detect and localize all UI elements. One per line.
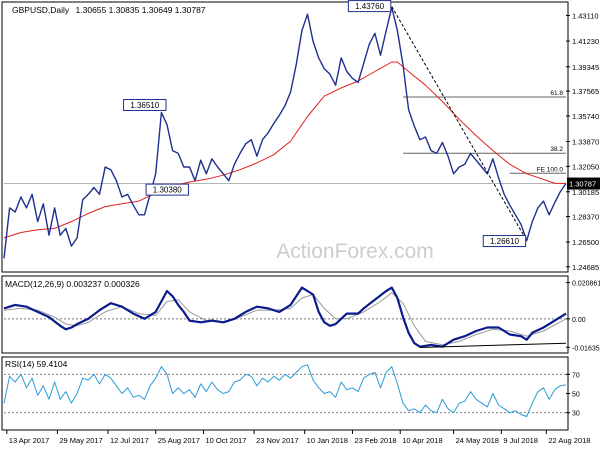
price-annotation-label: 1.26610	[490, 237, 519, 246]
date-tick-label: 10 Apr 2018	[402, 436, 442, 445]
price-line	[3, 6, 567, 259]
macd-line	[3, 286, 567, 348]
price-series	[3, 6, 567, 259]
macd-series	[3, 286, 567, 348]
fib-level-label: 38.2	[550, 146, 563, 153]
price-annotation-box	[482, 235, 527, 248]
fib-level-label: 61.8	[550, 90, 563, 97]
watermark: ActionForex.com	[276, 240, 434, 263]
macd-signal-line	[3, 292, 567, 346]
price-tick-label: 1.26500	[572, 238, 599, 247]
price-tick-label: 1.28370	[572, 213, 599, 222]
macd-title: MACD(12,26,9) 0.003237 0.000326	[5, 279, 140, 289]
price-annotation-label: 1.43760	[355, 2, 384, 11]
rsi-title: RSI(14) 59.4104	[5, 359, 68, 369]
date-tick-label: 12 Jul 2017	[110, 436, 149, 445]
macd-tick-label: 0.020861	[572, 281, 600, 288]
date-tick-label: 25 Aug 2017	[158, 436, 200, 445]
price-annotation-label: 1.30380	[153, 186, 182, 195]
date-tick-label: 9 Jul 2018	[503, 436, 538, 445]
date-tick-label: 23 Nov 2017	[256, 436, 299, 445]
price-tick-label: 1.30185	[572, 188, 599, 197]
chart-title: GBPUSD,Daily 1.30655 1.30835 1.30649 1.3…	[12, 5, 206, 15]
price-tick-label: 1.37565	[572, 87, 599, 96]
price-panel-frame	[1, 1, 569, 273]
date-tick-label: 29 May 2017	[59, 436, 102, 445]
date-tick-label: 23 Feb 2018	[354, 436, 396, 445]
price-trendline	[391, 6, 528, 241]
symbol-label: GBPUSD,Daily	[12, 5, 70, 15]
price-axis: 1.43110 1.41230 1.39345 1.37565 1.35740 1.338…	[566, 11, 600, 272]
fib-level-label: FE 100.0	[537, 166, 564, 173]
date-tick-label: 13 Apr 2017	[9, 436, 49, 445]
price-annotation-box	[347, 0, 392, 13]
rsi-line	[3, 364, 567, 417]
rsi-tick-label: 70	[572, 372, 580, 379]
price-annotation-box	[145, 183, 189, 196]
price-tick-label: 1.24685	[572, 263, 599, 272]
date-tick-label: 10 Oct 2017	[206, 436, 247, 445]
price-annotation-label: 1.36510	[130, 101, 159, 110]
current-price-label: 1.30787	[569, 180, 596, 189]
fibonacci-levels: 61.8 38.2 FE 100.0	[403, 90, 566, 174]
price-tick-label: 1.32050	[572, 162, 599, 171]
moving-average-line	[3, 61, 566, 239]
rsi-tick-label: 50	[572, 392, 580, 399]
price-annotations: 1.36510 1.30380 1.43760 1.26610	[123, 0, 527, 248]
date-tick-label: 10 Jan 2018	[307, 436, 348, 445]
price-tick-label: 1.39345	[572, 63, 599, 72]
price-annotation-box	[123, 98, 167, 111]
macd-tick-label: 0.00	[572, 317, 586, 324]
rsi-panel-frame	[1, 356, 569, 431]
current-price-badge	[567, 177, 600, 190]
rsi-tick-label: 30	[572, 411, 580, 418]
ohlc-label: 1.30655 1.30835 1.30649 1.30787	[76, 5, 206, 15]
rsi-series	[3, 364, 567, 417]
price-tick-label: 1.33870	[572, 138, 599, 147]
date-tick-label: 22 Aug 2018	[548, 436, 590, 445]
rsi-axis: 70 50 30	[566, 372, 580, 418]
price-tick-label: 1.35740	[572, 112, 599, 121]
macd-panel-frame	[1, 275, 569, 354]
date-tick-label: 24 May 2018	[456, 436, 499, 445]
price-tick-label: 1.43110	[572, 11, 599, 20]
price-tick-label: 1.41230	[572, 37, 599, 46]
macd-trendline	[419, 342, 567, 348]
date-axis: 13 Apr 2017 29 May 2017 12 Jul 2017 25 Aug …	[6, 430, 590, 445]
